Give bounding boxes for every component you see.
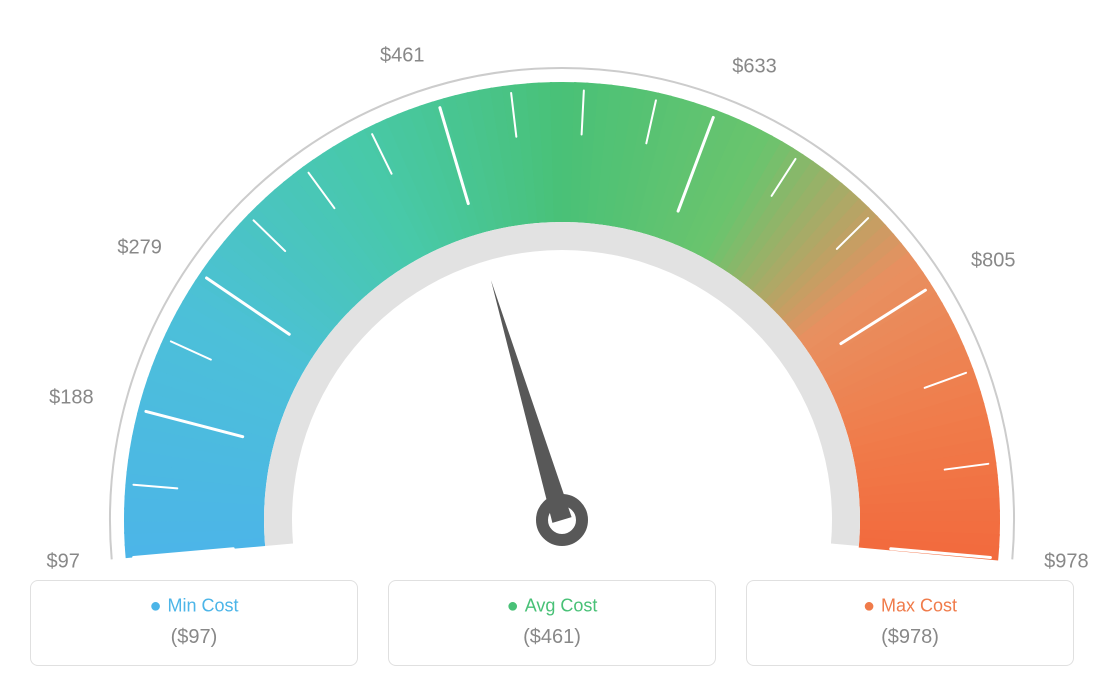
legend-label: Avg Cost (525, 595, 598, 615)
gauge-area: $97$188$279$461$633$805$978 (10, 10, 1094, 570)
needle-hub (542, 500, 582, 540)
legend-dot-icon: ● (863, 595, 875, 617)
tick-label: $188 (49, 386, 94, 409)
legend-dot-icon: ● (507, 595, 519, 617)
legend-box: ● Max Cost ($978) (746, 580, 1074, 666)
legend-box: ● Min Cost ($97) (30, 580, 358, 666)
legend-row: ● Min Cost ($97) ● Avg Cost ($461) ● Max Cost ($… (10, 580, 1094, 666)
tick-label: $461 (380, 44, 425, 67)
needle (491, 280, 572, 523)
legend-value: ($461) (389, 626, 715, 649)
tick-label: $978 (1044, 551, 1089, 574)
gauge-svg (10, 10, 1104, 570)
tick-label: $97 (46, 551, 79, 574)
legend-title: ● Avg Cost (389, 595, 715, 618)
legend-title: ● Max Cost (747, 595, 1073, 618)
legend-dot-icon: ● (149, 595, 161, 617)
legend-title: ● Min Cost (31, 595, 357, 618)
legend-box: ● Avg Cost ($461) (388, 580, 716, 666)
tick-label: $279 (117, 236, 162, 259)
legend-label: Max Cost (881, 595, 957, 615)
color-band (124, 82, 1000, 560)
legend-value: ($97) (31, 626, 357, 649)
legend-value: ($978) (747, 626, 1073, 649)
gauge-chart-container: $97 $188 $279 $461 $633 $805 $978 ● Min Cost ($9… (0, 0, 1104, 690)
legend-label: Min Cost (168, 595, 239, 615)
tick-label: $805 (971, 250, 1016, 273)
tick-label: $633 (732, 55, 777, 78)
